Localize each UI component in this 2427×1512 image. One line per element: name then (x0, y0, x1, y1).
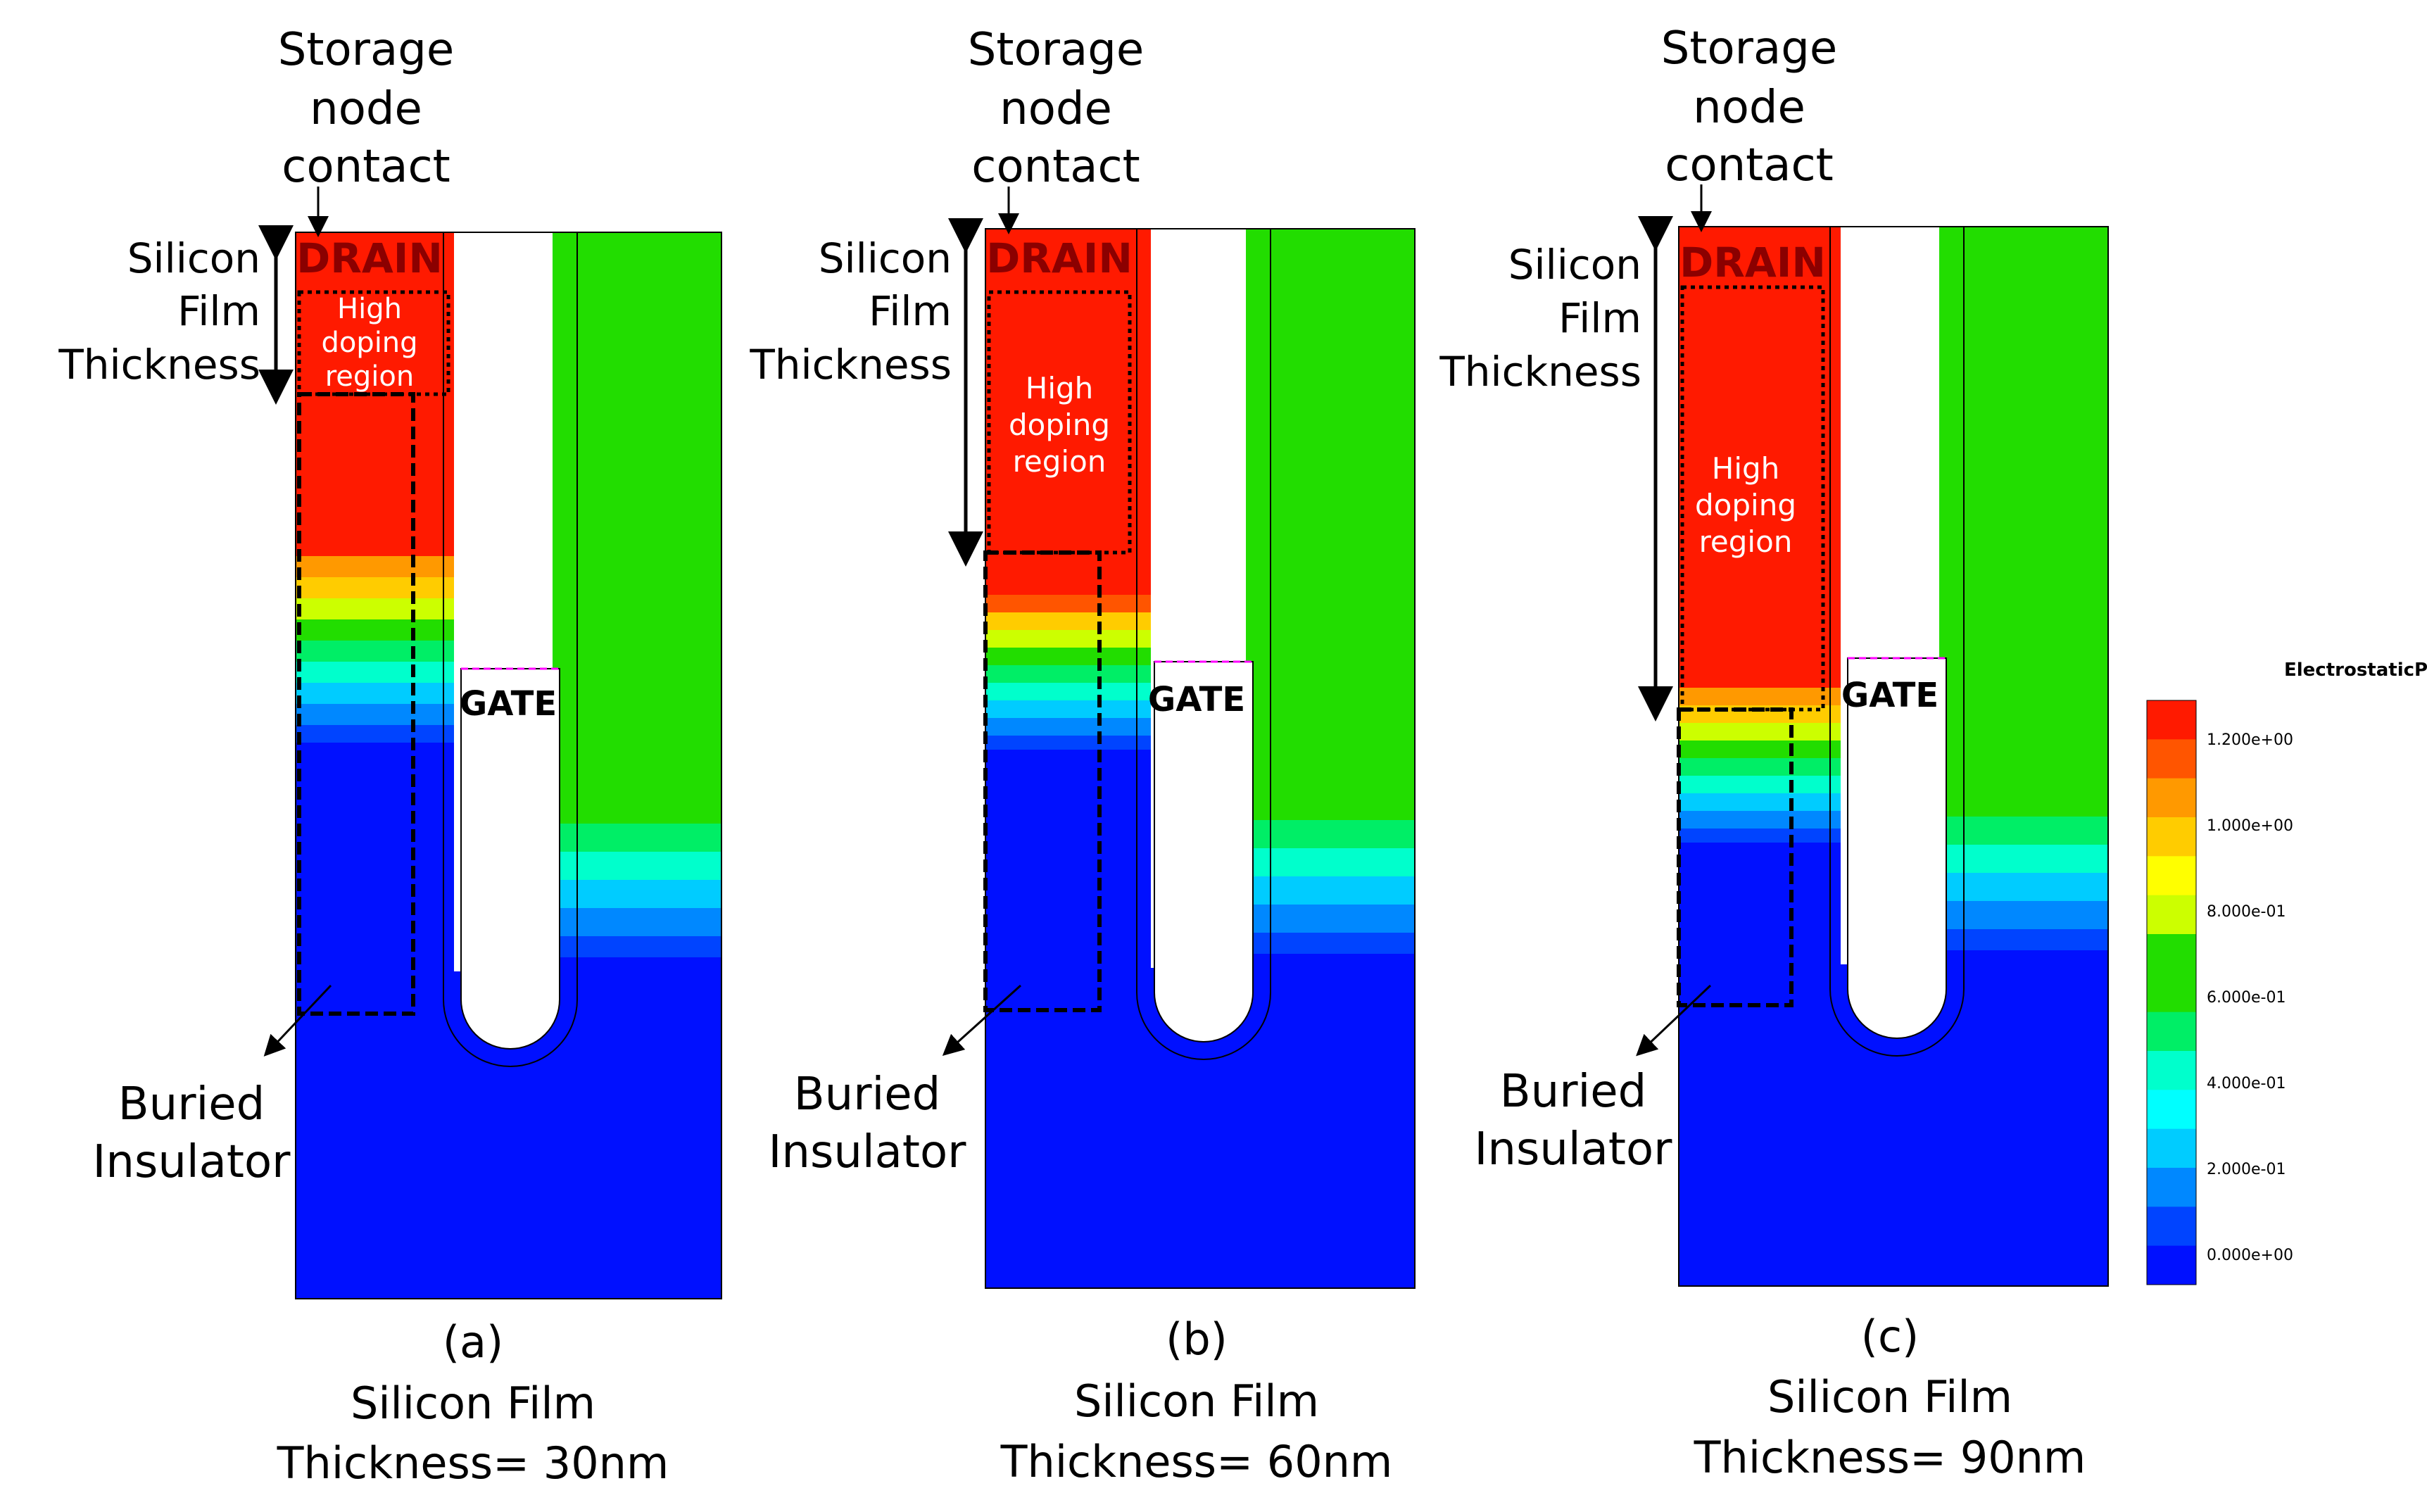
panel-c-film-line1: Silicon (1508, 241, 1641, 289)
panel-a-doping-line2: doping (321, 327, 417, 359)
panel-b-gate-trench (1154, 661, 1254, 1042)
panel-c-storage-line2: node (1693, 82, 1805, 134)
panel-c-storage-line1: Storage (1661, 23, 1837, 75)
panel-c-storage-line3: contact (1665, 139, 1834, 191)
panel-a-caption-letter: (a) (443, 1316, 503, 1368)
panel-a-gate-trench (460, 668, 560, 1050)
panel-c-caption-line2: Thickness= 90nm (1694, 1432, 2086, 1483)
colorbar-cell (2147, 973, 2196, 1013)
colorbar-cell (2147, 1128, 2196, 1168)
panel-b-caption-line2: Thickness= 60nm (1000, 1436, 1393, 1487)
panel-a-green-region (553, 232, 721, 824)
colorbar-title: ElectrostaticPotential (V) (2284, 660, 2427, 681)
colorbar-cell (2147, 934, 2196, 974)
panel-a-buried-line2: Insulator (93, 1136, 291, 1188)
panel-c-drain-label: DRAIN (1679, 239, 1826, 286)
colorbar-cell (2147, 817, 2196, 857)
panel-a-buried-line1: Buried (118, 1078, 265, 1130)
colorbar-cell (2147, 1051, 2196, 1090)
panel-a-high-doping-box (297, 290, 450, 396)
panel-c-caption-letter: (c) (1861, 1311, 1919, 1362)
panel-b-film-line1: Silicon (819, 234, 952, 282)
panel-a-storage-line1: Storage (278, 24, 454, 76)
panel-c-gate-trench (1847, 657, 1947, 1039)
panel-a-caption-line2: Thickness= 30nm (277, 1437, 669, 1489)
panel-a: Storage node contact Silicon Film Thickn… (58, 24, 722, 1489)
colorbar-frame (2146, 700, 2197, 1285)
panel-b-film-line2: Film (869, 287, 952, 335)
panel-c-buried-box (1677, 707, 1794, 1007)
colorbar-tick-5: 2.000e-01 (2207, 1161, 2286, 1178)
colorbar-tick-4: 4.000e-01 (2207, 1075, 2286, 1092)
panel-b-doping-line1: High (1026, 371, 1094, 405)
panel-b-storage-line3: contact (971, 141, 1140, 193)
colorbar-cell (2147, 778, 2196, 818)
panel-b-film-line3: Thickness (749, 341, 952, 389)
colorbar-cell (2147, 700, 2196, 740)
colorbar-cells (2147, 700, 2196, 1285)
panel-a-film-line2: Film (177, 287, 260, 335)
colorbar-cell (2147, 1090, 2196, 1130)
panel-a-storage-line2: node (310, 83, 422, 135)
panel-b-doping-line2: doping (1009, 408, 1110, 442)
panel-c-doping-line2: doping (1695, 488, 1796, 522)
panel-a-doping-line1: High (337, 293, 402, 325)
panel-b-high-doping-box (987, 290, 1132, 555)
colorbar-tick-6: 0.000e+00 (2207, 1247, 2293, 1264)
panel-b-buried-box (983, 550, 1102, 1012)
panel-a-drain-label: DRAIN (296, 234, 443, 282)
panel-b-buried-line1: Buried (794, 1069, 941, 1121)
panel-b-doping-line3: region (1013, 444, 1107, 479)
panel-c-film-line3: Thickness (1439, 348, 1641, 396)
colorbar-tick-3: 6.000e-01 (2207, 989, 2286, 1007)
panel-b-caption-letter: (b) (1166, 1313, 1228, 1365)
colorbar-tick-1: 1.000e+00 (2207, 817, 2293, 835)
colorbar-cell (2147, 1207, 2196, 1247)
panel-b-storage-line2: node (1000, 83, 1112, 135)
panel-b-drain-region (985, 229, 1151, 595)
colorbar-cell (2147, 739, 2196, 779)
colorbar-cell (2147, 856, 2196, 896)
panel-c-film-line2: Film (1558, 294, 1641, 342)
panel-c-gate-label: GATE (1841, 676, 1939, 715)
panel-c-drain-region (1679, 227, 1841, 688)
panel-b-drain-label: DRAIN (986, 234, 1133, 282)
panel-a-film-line3: Thickness (58, 341, 260, 389)
colorbar-cell (2147, 1168, 2196, 1207)
panel-a-film-line1: Silicon (127, 234, 260, 282)
colorbar-cell (2147, 1012, 2196, 1052)
colorbar: ElectrostaticPotential (V) 1.200e+00 1.0… (2146, 660, 2427, 1285)
colorbar-tick-0: 1.200e+00 (2207, 731, 2293, 749)
panel-a-caption-line1: Silicon Film (351, 1378, 595, 1429)
panel-b-buried-line2: Insulator (769, 1126, 967, 1178)
panel-c-buried-line1: Buried (1500, 1066, 1647, 1118)
panel-c-doping-line3: region (1699, 524, 1793, 559)
panel-a-buried-box (297, 392, 415, 1016)
panel-c: Storage node contact Silicon Film Thickn… (1439, 23, 2109, 1483)
colorbar-tick-2: 8.000e-01 (2207, 903, 2286, 921)
panel-b-gate-label: GATE (1148, 680, 1245, 719)
colorbar-cell (2147, 895, 2196, 935)
colorbar-cell (2147, 1245, 2196, 1285)
panel-a-doping-line3: region (325, 360, 415, 393)
panel-c-doping-line1: High (1712, 451, 1780, 486)
panel-c-buried-line2: Insulator (1475, 1123, 1673, 1176)
panel-b: Storage node contact Silicon Film Thickn… (749, 24, 1416, 1487)
panel-a-storage-line3: contact (282, 141, 450, 193)
panel-c-caption-line1: Silicon Film (1767, 1371, 2012, 1423)
panel-b-storage-line1: Storage (968, 24, 1144, 76)
panel-b-caption-line1: Silicon Film (1074, 1375, 1319, 1427)
panel-a-gate-label: GATE (460, 684, 557, 724)
